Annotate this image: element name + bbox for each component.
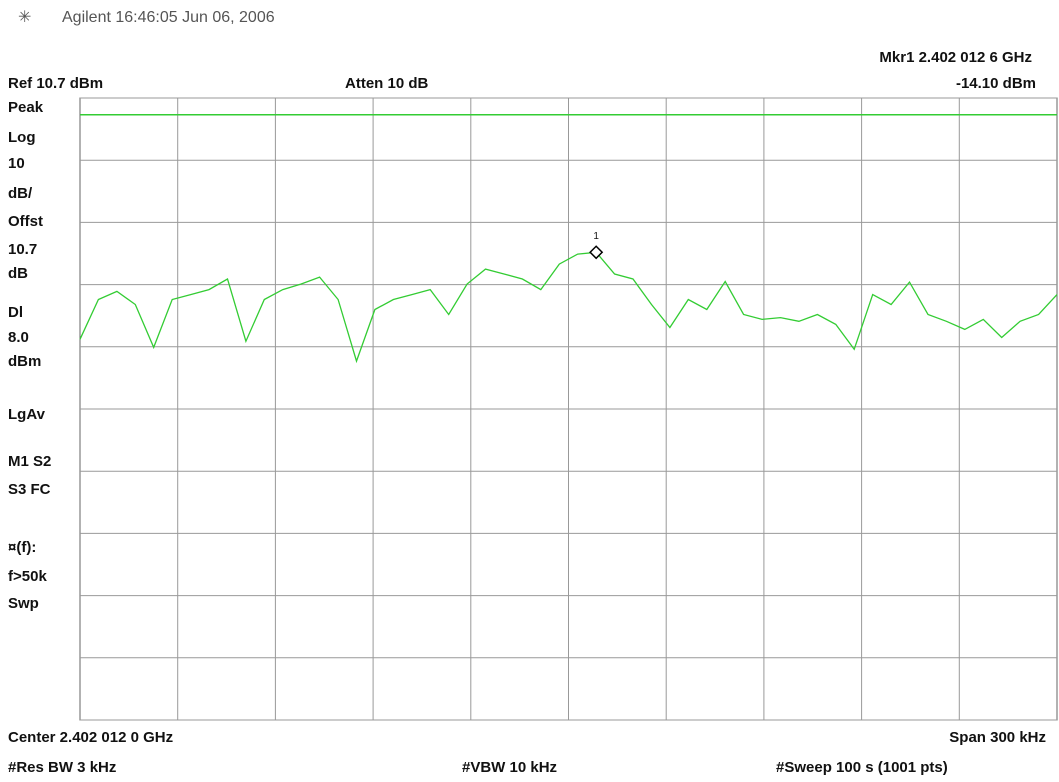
attenuation: Atten 10 dB	[345, 75, 429, 92]
center-frequency: Center 2.402 012 0 GHz	[8, 729, 173, 746]
vbw: #VBW 10 kHz	[462, 759, 557, 776]
sidebar-label: 10	[8, 155, 25, 172]
sidebar-label: Swp	[8, 595, 39, 612]
sidebar-label: S3 FC	[8, 481, 51, 498]
marker	[589, 245, 604, 260]
marker-number: 1	[593, 231, 599, 242]
marker-amplitude: -14.10 dBm	[956, 75, 1036, 92]
sidebar-label: Dl	[8, 304, 23, 321]
sidebar-label: 10.7	[8, 241, 37, 258]
ref-level: Ref 10.7 dBm	[8, 75, 103, 92]
res-bw: #Res BW 3 kHz	[8, 759, 116, 776]
header: Agilent 16:46:05 Jun 06, 2006	[62, 9, 275, 26]
sidebar-label: dBm	[8, 353, 41, 370]
sweep: #Sweep 100 s (1001 pts)	[776, 759, 948, 776]
logo: ✳	[18, 9, 31, 26]
sidebar-label: f>50k	[8, 568, 47, 585]
span: Span 300 kHz	[949, 729, 1046, 746]
sidebar-label: dB/	[8, 185, 33, 202]
sidebar-label: LgAv	[8, 406, 46, 423]
sidebar-label: Offst	[8, 213, 43, 230]
sidebar-label: M1 S2	[8, 453, 51, 470]
sidebar-label: dB	[8, 265, 28, 282]
trace	[79, 251, 1058, 364]
sidebar-label: Peak	[8, 99, 44, 116]
sidebar-label: ¤(f):	[8, 539, 36, 556]
sidebar-label: Log	[8, 129, 36, 146]
marker-frequency: Mkr1 2.402 012 6 GHz	[879, 49, 1032, 66]
sidebar-label: 8.0	[8, 329, 29, 346]
